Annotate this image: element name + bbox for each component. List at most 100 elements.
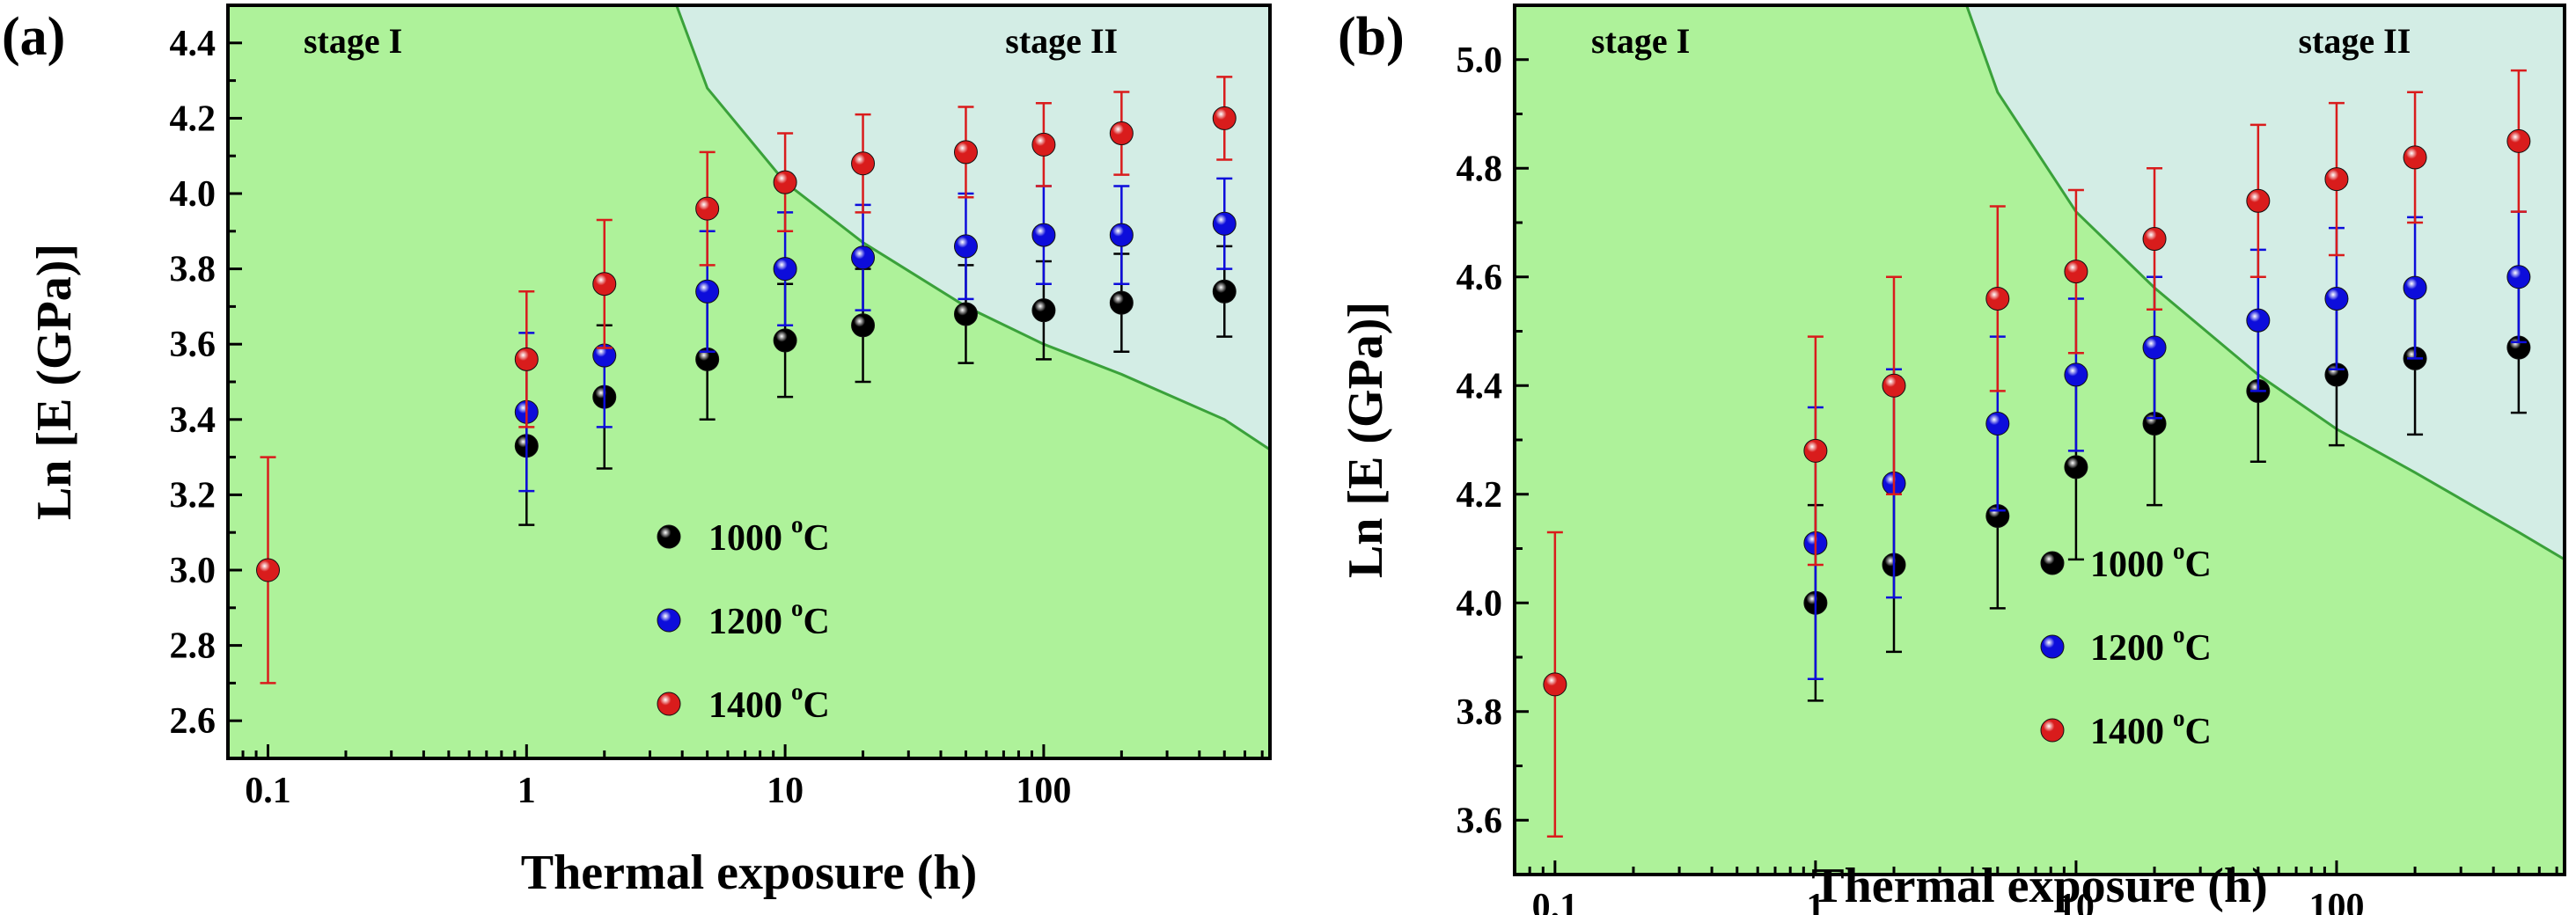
data-point <box>2324 286 2349 311</box>
x-tick-label: 0.1 <box>1532 887 1579 915</box>
legend-label: 1400 oC <box>2090 705 2212 752</box>
y-tick-label: 5.0 <box>1457 40 1503 81</box>
data-point <box>2246 188 2271 213</box>
data-point <box>1212 211 1237 236</box>
x-axis: 0.1 1 10 100 <box>226 744 1264 811</box>
legend-item: 1200 oC <box>657 595 830 642</box>
legend-item: 1000 oC <box>657 511 830 559</box>
data-point <box>2246 308 2271 333</box>
stage-label-1: stage I <box>1591 21 1690 61</box>
y-axis-title: Ln [E (GPa)] <box>1339 302 1393 578</box>
stage-regions <box>1515 5 2565 875</box>
legend-marker <box>657 524 681 549</box>
data-point <box>2142 335 2167 360</box>
y-tick-label: 3.6 <box>1457 801 1503 841</box>
y-tick-label: 3.8 <box>170 250 217 290</box>
legend-label: 1000 oC <box>2090 538 2212 585</box>
x-tick-label: 10 <box>767 771 804 811</box>
data-point <box>2324 167 2349 192</box>
y-tick-label: 3.2 <box>170 475 217 516</box>
legend-label: 1200 oC <box>708 595 830 642</box>
data-point <box>1109 121 1134 146</box>
series-1400 <box>1543 69 2531 838</box>
legend-label: 1000 oC <box>708 511 830 559</box>
x-tick-label: 100 <box>2308 887 2364 915</box>
data-point <box>1803 438 1828 463</box>
panel-a: stage I stage II 0.1 1 10 100 2.6 2.8 3.0 3.2 3.4 3… <box>2 4 1272 900</box>
legend: 1000 oC 1200 oC 1400 oC <box>2040 538 2212 752</box>
y-axis-title: Ln [E (GPa)] <box>27 244 82 520</box>
y-tick-label: 3.0 <box>170 551 217 591</box>
stage-label-2: stage II <box>1005 21 1118 61</box>
data-point <box>953 302 978 326</box>
panel-label: (a) <box>2 7 65 67</box>
data-point <box>514 347 539 371</box>
data-point <box>1031 132 1056 157</box>
series-1400 <box>256 76 1237 684</box>
y-tick-label: 3.8 <box>1457 692 1503 733</box>
data-point <box>2506 265 2531 289</box>
x-axis-title: Thermal exposure (h) <box>521 845 978 900</box>
data-point <box>2403 145 2427 170</box>
legend-marker <box>657 608 681 633</box>
y-tick-label: 4.8 <box>1457 149 1503 189</box>
stage-label-2: stage II <box>2299 21 2411 61</box>
data-point <box>851 313 876 338</box>
y-tick-label: 2.8 <box>170 626 217 667</box>
data-point <box>953 234 978 259</box>
data-point <box>1543 672 1567 697</box>
legend-label: 1400 oC <box>708 678 830 726</box>
data-point <box>851 151 876 176</box>
data-point <box>1031 223 1056 247</box>
x-axis-title: Thermal exposure (h) <box>1811 859 2268 913</box>
legend-marker <box>657 692 681 716</box>
data-point <box>2064 260 2088 284</box>
data-point <box>1212 279 1237 304</box>
legend-marker <box>2040 634 2065 659</box>
series-1200 <box>514 177 1237 493</box>
data-point <box>953 140 978 165</box>
series-1000 <box>1803 281 2531 702</box>
y-tick-label: 2.6 <box>170 701 217 742</box>
legend-marker <box>2040 718 2065 743</box>
x-tick-label: 1 <box>517 771 536 811</box>
data-point <box>2142 227 2167 252</box>
x-tick-label: 10 <box>2058 887 2095 915</box>
y-axis: 2.6 2.8 3.0 3.2 3.4 3.6 3.8 4.0 4.2 4.4 <box>170 24 242 742</box>
legend-item: 1200 oC <box>2040 621 2212 669</box>
data-point <box>1212 106 1237 130</box>
data-point <box>2064 455 2088 479</box>
y-tick-label: 4.4 <box>170 24 217 64</box>
data-point <box>1109 223 1134 247</box>
data-point <box>773 170 797 194</box>
data-point <box>773 328 797 353</box>
y-tick-label: 4.4 <box>1457 366 1503 406</box>
x-tick-label: 100 <box>1016 771 1071 811</box>
data-point <box>2506 128 2531 153</box>
data-point <box>773 257 797 282</box>
data-point <box>2064 362 2088 387</box>
data-point <box>1882 373 1906 398</box>
panel-label: (b) <box>1338 7 1405 67</box>
stage-regions <box>228 5 1270 758</box>
legend-item: 1400 oC <box>2040 705 2212 752</box>
data-point <box>1985 411 2010 436</box>
legend-label: 1200 oC <box>2090 621 2212 669</box>
stage-label-1: stage I <box>304 21 402 61</box>
y-axis: 3.6 3.8 4.0 4.2 4.4 4.6 4.8 5.0 <box>1457 40 1529 841</box>
x-tick-label: 0.1 <box>245 771 291 811</box>
legend-item: 1400 oC <box>657 678 830 726</box>
legend-item: 1000 oC <box>2040 538 2212 585</box>
data-point <box>2403 275 2427 300</box>
y-tick-label: 4.6 <box>1457 258 1503 298</box>
y-tick-label: 3.4 <box>170 400 217 441</box>
y-tick-label: 4.2 <box>170 99 217 139</box>
x-axis: 0.1 1 10 100 <box>1513 860 2558 915</box>
panel-b: stage I stage II 0.1 1 10 100 3.6 3.8 4.0 4.2 4.4 4… <box>1338 4 2566 915</box>
data-point <box>1031 298 1056 323</box>
data-point <box>256 558 281 582</box>
legend: 1000 oC 1200 oC 1400 oC <box>657 511 830 726</box>
y-tick-label: 4.2 <box>1457 475 1503 516</box>
data-point <box>592 272 617 296</box>
